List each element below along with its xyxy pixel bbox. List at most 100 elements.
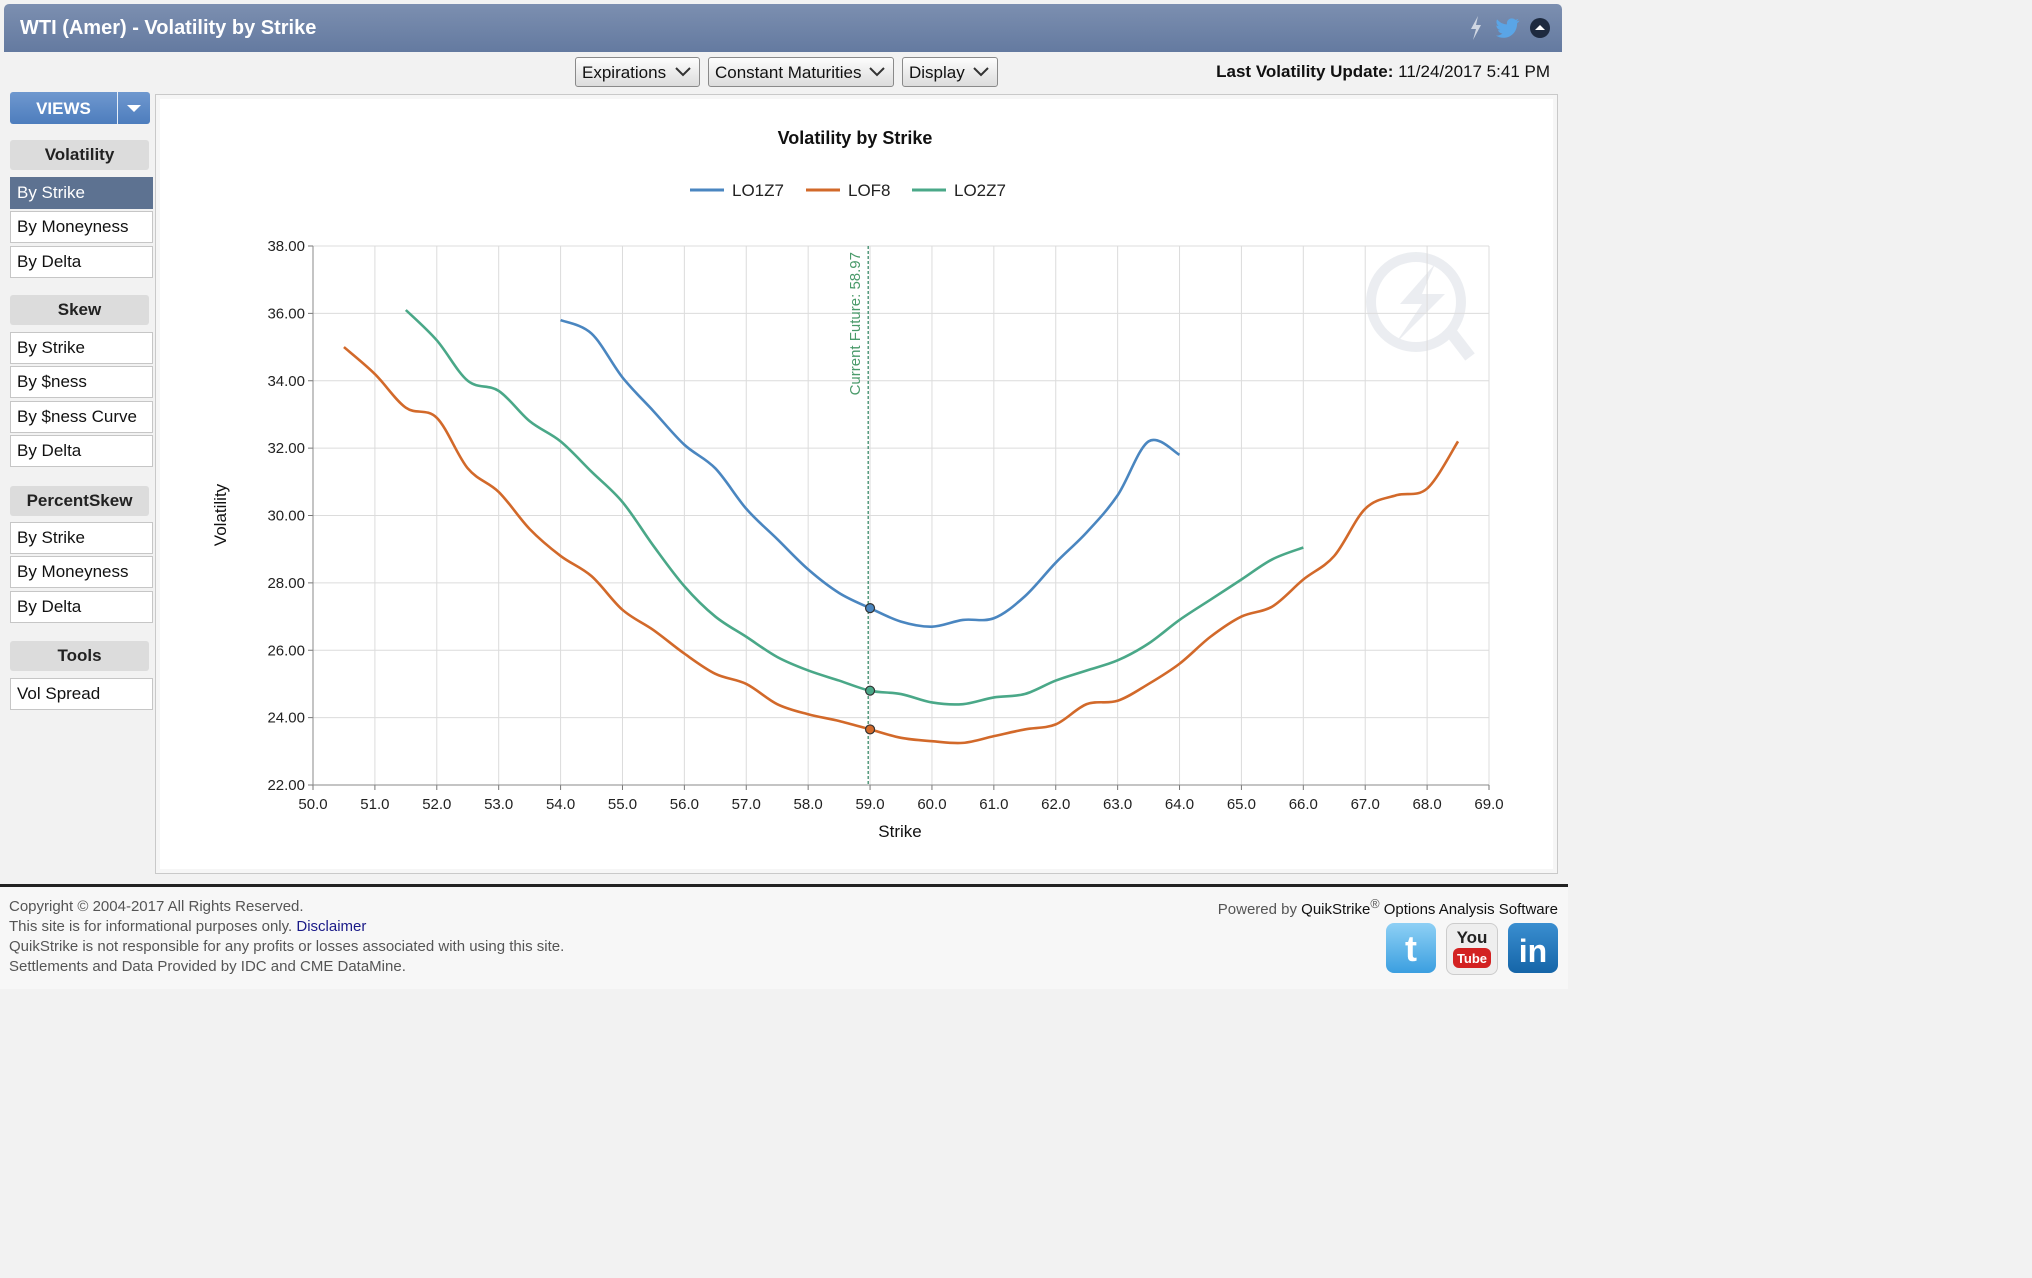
footer: Copyright © 2004-2017 All Rights Reserve…: [0, 884, 1568, 989]
y-tick-label: 22.00: [267, 777, 305, 794]
current-future-label: Current Future: 58.97: [847, 252, 864, 395]
sidebar-item-percentskew-by-moneyness[interactable]: By Moneyness: [10, 556, 153, 588]
svg-text:Tube: Tube: [1457, 951, 1487, 966]
chevron-down-icon: [675, 67, 691, 77]
info-line: This site is for informational purposes …: [9, 917, 564, 937]
x-tick-label: 51.0: [360, 796, 389, 813]
y-tick-label: 38.00: [267, 238, 305, 255]
sidebar-item-volatility-by-delta[interactable]: By Delta: [10, 246, 153, 278]
sidebar-item-skew-by-strike[interactable]: By Strike: [10, 332, 153, 364]
x-tick-label: 67.0: [1351, 796, 1380, 813]
youtube-social-icon[interactable]: You Tube: [1446, 923, 1498, 975]
x-tick-label: 50.0: [298, 796, 327, 813]
sidebar-item-skew-by-sness[interactable]: By $ness: [10, 366, 153, 398]
svg-text:t: t: [1405, 928, 1417, 969]
title-bar-icons: [1464, 16, 1552, 40]
x-tick-label: 62.0: [1041, 796, 1070, 813]
legend-label-lo2z7: LO2Z7: [954, 181, 1006, 200]
expirations-label: Expirations: [582, 63, 667, 82]
chart-title: Volatility by Strike: [778, 128, 933, 148]
powered-by: Powered by QuikStrike® Options Analysis …: [1218, 897, 1558, 918]
x-tick-label: 54.0: [546, 796, 575, 813]
linkedin-social-icon[interactable]: in: [1508, 923, 1558, 973]
x-tick-label: 61.0: [979, 796, 1008, 813]
chart-panel: 50.0 51.0 52.0 53.0 54.0 55.0 56.0 57.0 58.0 59.0…: [155, 94, 1558, 874]
responsibility-text: QuikStrike is not responsible for any pr…: [9, 938, 565, 955]
last-update-label: Last Volatility Update:: [1216, 62, 1394, 81]
window-title: WTI (Amer) - Volatility by Strike: [20, 17, 317, 39]
x-tick-label: 64.0: [1165, 796, 1194, 813]
sidebar-item-volatility-by-moneyness[interactable]: By Moneyness: [10, 211, 153, 243]
lightning-icon[interactable]: [1464, 16, 1488, 40]
chart-area: 50.0 51.0 52.0 53.0 54.0 55.0 56.0 57.0 58.0 59.0…: [160, 99, 1553, 869]
chevron-down-icon: [869, 67, 885, 77]
x-tick-label: 59.0: [855, 796, 884, 813]
display-dropdown[interactable]: Display: [902, 57, 998, 87]
display-label: Display: [909, 63, 965, 82]
settlements-text: Settlements and Data Provided by IDC and…: [9, 958, 406, 975]
chart-grid: [312, 245, 1490, 786]
views-separator: [117, 92, 118, 124]
chart-legend: LO1Z7 LOF8 LO2Z7: [690, 181, 1006, 200]
sidebar-item-volatility-by-strike[interactable]: By Strike: [10, 177, 153, 209]
twitter-social-icon[interactable]: t: [1386, 923, 1436, 973]
x-tick-label: 52.0: [422, 796, 451, 813]
current-future-marker: Current Future: 58.97: [847, 246, 869, 785]
series-line-lo2z7: [404, 309, 1304, 706]
sidebar-item-percentskew-by-strike[interactable]: By Strike: [10, 522, 153, 554]
disclaimer-link[interactable]: Disclaimer: [296, 918, 367, 935]
x-tick-label: 55.0: [608, 796, 637, 813]
brand-tagline: Options Analysis Software: [1383, 901, 1558, 918]
sidebar-item-skew-by-delta[interactable]: By Delta: [10, 435, 153, 467]
x-tick-label: 69.0: [1474, 796, 1503, 813]
sidebar-item-skew-by-sness-curve[interactable]: By $ness Curve: [10, 401, 153, 433]
y-tick-label: 24.00: [267, 710, 305, 727]
svg-text:in: in: [1519, 933, 1547, 969]
series-point-lof8: [864, 724, 876, 735]
series-point-lo1z7: [864, 603, 876, 614]
y-axis-label: Volatility: [211, 483, 230, 546]
y-tick-label: 26.00: [267, 642, 305, 659]
constant-maturities-label: Constant Maturities: [715, 63, 862, 82]
views-button[interactable]: VIEWS: [10, 92, 150, 124]
y-tick-label: 28.00: [267, 575, 305, 592]
last-update-value: 11/24/2017 5:41 PM: [1398, 62, 1550, 81]
x-tick-label: 58.0: [794, 796, 823, 813]
twitter-icon[interactable]: [1496, 16, 1520, 40]
volatility-chart: 50.0 51.0 52.0 53.0 54.0 55.0 56.0 57.0 58.0 59.0…: [211, 128, 1504, 841]
legend-label-lof8: LOF8: [848, 181, 891, 200]
section-percentskew: PercentSkew: [10, 486, 149, 516]
caret-down-icon: [127, 105, 141, 112]
chevron-down-icon: [973, 67, 989, 77]
footer-text: Copyright © 2004-2017 All Rights Reserve…: [9, 897, 564, 977]
x-tick-label: 65.0: [1227, 796, 1256, 813]
social-links: t You Tube in: [1386, 923, 1558, 975]
collapse-icon[interactable]: [1528, 16, 1552, 40]
window-title-bar: WTI (Amer) - Volatility by Strike: [4, 4, 1562, 52]
registered-mark: ®: [1370, 897, 1380, 911]
legend-label-lo1z7: LO1Z7: [732, 181, 784, 200]
x-axis-label: Strike: [878, 822, 921, 841]
x-tick-label: 56.0: [670, 796, 699, 813]
chart-series: [343, 309, 1460, 745]
x-tick-label: 57.0: [732, 796, 761, 813]
sidebar-item-vol-spread[interactable]: Vol Spread: [10, 678, 153, 710]
powered-by-label: Powered by: [1217, 901, 1297, 918]
brand-name: QuikStrike: [1301, 901, 1371, 918]
series-point-lo2z7: [864, 685, 876, 696]
y-tick-label: 32.00: [267, 440, 305, 457]
constant-maturities-dropdown[interactable]: Constant Maturities: [708, 57, 894, 87]
chart-axes: 50.0 51.0 52.0 53.0 54.0 55.0 56.0 57.0 58.0 59.0…: [267, 238, 1503, 813]
sidebar-item-percentskew-by-delta[interactable]: By Delta: [10, 591, 153, 623]
series-line-lof8: [343, 346, 1460, 745]
views-dropdown-toggle[interactable]: [118, 92, 150, 124]
y-tick-label: 34.00: [267, 373, 305, 390]
x-tick-label: 53.0: [484, 796, 513, 813]
x-tick-label: 66.0: [1289, 796, 1318, 813]
x-tick-label: 63.0: [1103, 796, 1132, 813]
y-tick-label: 30.00: [267, 508, 305, 525]
section-tools: Tools: [10, 641, 149, 671]
x-tick-label: 60.0: [917, 796, 946, 813]
section-volatility: Volatility: [10, 140, 149, 170]
expirations-dropdown[interactable]: Expirations: [575, 57, 700, 87]
